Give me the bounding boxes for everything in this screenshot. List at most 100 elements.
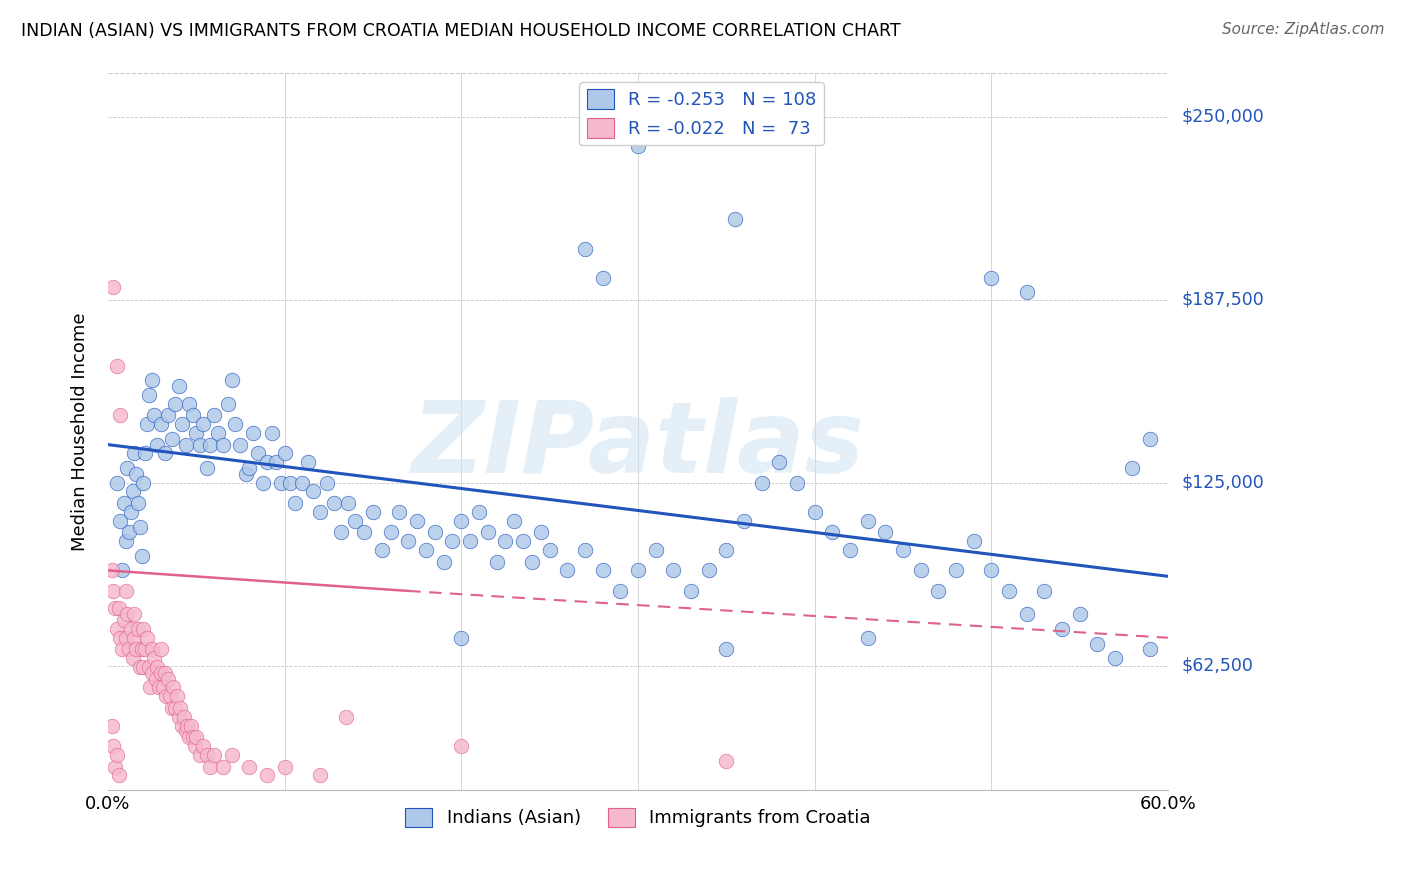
Point <box>141 642 163 657</box>
Point <box>145 672 167 686</box>
Point <box>716 543 738 558</box>
Point <box>1050 622 1073 636</box>
Point <box>724 212 747 227</box>
Point <box>157 409 180 423</box>
Point <box>111 642 134 657</box>
Point <box>162 681 184 695</box>
Text: ZIPatlas: ZIPatlas <box>412 397 865 494</box>
Point <box>120 622 142 636</box>
Point <box>200 437 222 451</box>
Point <box>124 446 146 460</box>
Point <box>238 759 260 773</box>
Point <box>1015 607 1038 622</box>
Point <box>211 437 233 451</box>
Point <box>131 549 153 563</box>
Point <box>174 724 197 739</box>
Point <box>125 467 148 481</box>
Point <box>100 718 122 732</box>
Point <box>574 242 596 256</box>
Point <box>278 475 301 490</box>
Point <box>927 583 949 598</box>
Point <box>179 731 201 745</box>
Point <box>124 607 146 622</box>
Point <box>139 681 162 695</box>
Point <box>309 505 332 519</box>
Point <box>124 631 146 645</box>
Point <box>538 543 561 558</box>
Point <box>117 607 139 622</box>
Point <box>111 564 134 578</box>
Text: $187,500: $187,500 <box>1181 291 1264 309</box>
Point <box>138 660 160 674</box>
Point <box>105 475 128 490</box>
Point <box>609 583 631 598</box>
Point <box>110 409 132 423</box>
Point <box>891 543 914 558</box>
Point <box>114 583 136 598</box>
Point <box>371 543 394 558</box>
Text: $125,000: $125,000 <box>1181 474 1264 491</box>
Point <box>134 642 156 657</box>
Text: $62,500: $62,500 <box>1181 657 1254 674</box>
Point <box>195 747 218 762</box>
Point <box>1104 651 1126 665</box>
Point <box>121 484 143 499</box>
Point <box>716 642 738 657</box>
Y-axis label: Median Household Income: Median Household Income <box>72 312 89 550</box>
Point <box>450 514 472 528</box>
Point <box>450 631 472 645</box>
Point <box>193 739 215 753</box>
Point <box>252 475 274 490</box>
Point <box>135 417 157 431</box>
Point <box>235 467 257 481</box>
Point <box>221 747 243 762</box>
Point <box>262 425 284 440</box>
Point <box>160 432 183 446</box>
Point <box>309 768 332 782</box>
Point <box>174 437 197 451</box>
Point <box>131 642 153 657</box>
Point <box>202 409 225 423</box>
Point <box>221 373 243 387</box>
Point <box>555 564 578 578</box>
Point <box>256 768 278 782</box>
Point <box>821 525 844 540</box>
Point <box>786 475 808 490</box>
Point <box>127 622 149 636</box>
Point <box>110 631 132 645</box>
Point <box>112 496 135 510</box>
Point <box>159 690 181 704</box>
Point <box>224 417 246 431</box>
Point <box>155 690 177 704</box>
Point <box>117 461 139 475</box>
Point <box>592 270 614 285</box>
Point <box>183 739 205 753</box>
Point <box>165 397 187 411</box>
Point <box>173 710 195 724</box>
Point <box>132 475 155 490</box>
Point <box>856 514 879 528</box>
Point <box>388 505 411 519</box>
Point <box>149 642 172 657</box>
Point <box>302 484 325 499</box>
Point <box>679 583 702 598</box>
Point <box>316 475 339 490</box>
Point <box>118 525 141 540</box>
Point <box>441 534 464 549</box>
Point <box>270 475 292 490</box>
Point <box>186 425 208 440</box>
Point <box>803 505 825 519</box>
Point <box>186 731 208 745</box>
Point <box>188 747 211 762</box>
Point <box>148 681 170 695</box>
Point <box>503 514 526 528</box>
Point <box>166 690 188 704</box>
Point <box>291 475 314 490</box>
Point <box>627 564 650 578</box>
Point <box>104 601 127 615</box>
Point <box>200 759 222 773</box>
Point <box>284 496 307 510</box>
Point <box>114 631 136 645</box>
Point <box>238 461 260 475</box>
Point <box>530 525 553 540</box>
